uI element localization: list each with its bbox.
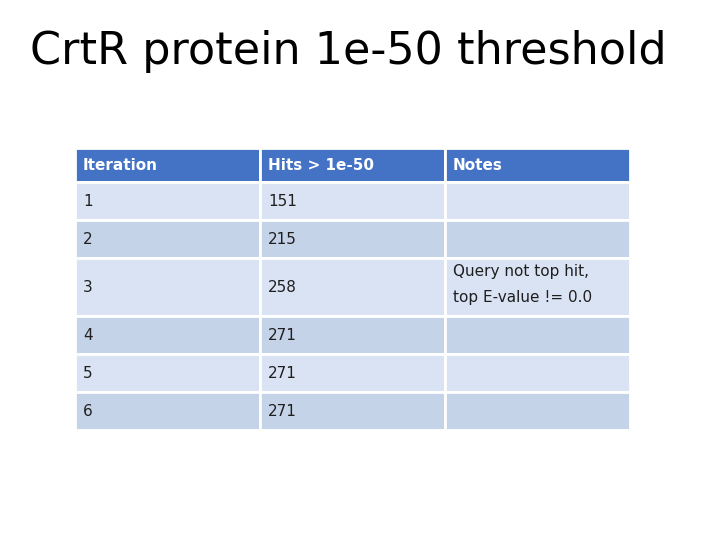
Bar: [445, 148, 630, 182]
Text: 258: 258: [268, 280, 297, 294]
Bar: [445, 182, 630, 220]
Text: 3: 3: [83, 280, 93, 294]
Bar: [260, 148, 445, 182]
Bar: [75, 148, 260, 182]
Text: 271: 271: [268, 327, 297, 342]
Text: 151: 151: [268, 193, 297, 208]
Bar: [75, 392, 260, 430]
Bar: [445, 258, 630, 316]
Bar: [75, 220, 260, 258]
Text: Query not top hit,: Query not top hit,: [453, 265, 589, 279]
Text: 5: 5: [83, 366, 93, 381]
Bar: [445, 316, 630, 354]
Bar: [260, 258, 445, 316]
Text: CrtR protein 1e-50 threshold: CrtR protein 1e-50 threshold: [30, 30, 667, 73]
Text: Hits > 1e-50: Hits > 1e-50: [268, 158, 374, 172]
Text: Notes: Notes: [453, 158, 503, 172]
Bar: [75, 316, 260, 354]
Bar: [260, 354, 445, 392]
Bar: [75, 182, 260, 220]
Text: Iteration: Iteration: [83, 158, 158, 172]
Text: 215: 215: [268, 232, 297, 246]
Bar: [260, 316, 445, 354]
Text: 271: 271: [268, 403, 297, 418]
Bar: [260, 182, 445, 220]
Text: 6: 6: [83, 403, 93, 418]
Text: 4: 4: [83, 327, 93, 342]
Bar: [445, 392, 630, 430]
Bar: [75, 258, 260, 316]
Text: 271: 271: [268, 366, 297, 381]
Bar: [445, 220, 630, 258]
Bar: [75, 354, 260, 392]
Text: 2: 2: [83, 232, 93, 246]
Bar: [260, 392, 445, 430]
Bar: [445, 354, 630, 392]
Bar: [260, 220, 445, 258]
Text: top E-value != 0.0: top E-value != 0.0: [453, 290, 592, 305]
Text: 1: 1: [83, 193, 93, 208]
